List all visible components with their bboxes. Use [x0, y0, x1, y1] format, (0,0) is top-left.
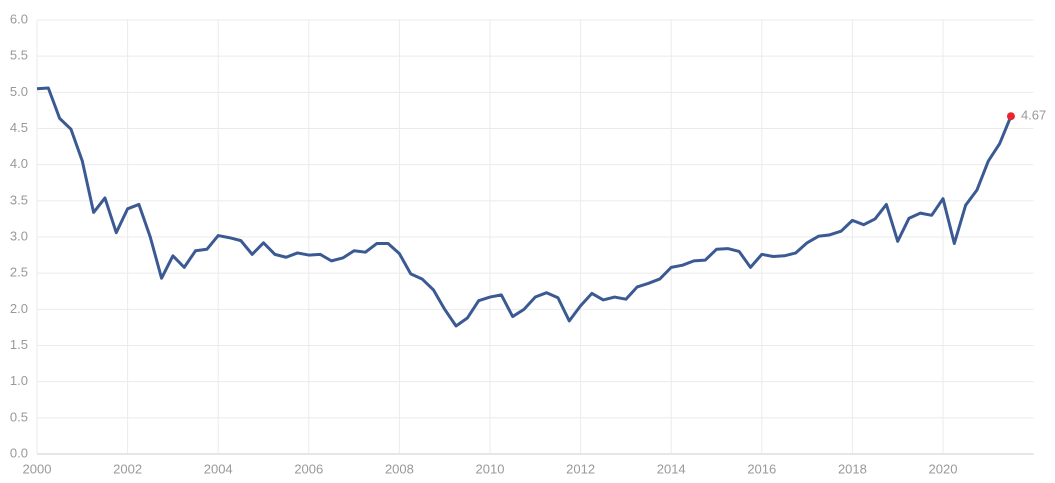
x-tick-label: 2002	[113, 461, 142, 476]
y-tick-label: 5.5	[10, 48, 28, 63]
y-tick-label: 3.5	[10, 192, 28, 207]
x-tick-label: 2020	[929, 461, 958, 476]
y-tick-label: 0.0	[10, 445, 28, 460]
x-tick-label: 2016	[747, 461, 776, 476]
y-tick-label: 2.0	[10, 301, 28, 316]
y-tick-label: 4.5	[10, 120, 28, 135]
y-tick-label: 5.0	[10, 84, 28, 99]
y-tick-label: 6.0	[10, 11, 28, 26]
x-tick-label: 2018	[838, 461, 867, 476]
y-tick-label: 1.5	[10, 337, 28, 352]
y-tick-label: 4.0	[10, 156, 28, 171]
line	[36, 86, 1013, 328]
y-tick-label: 0.5	[10, 409, 28, 424]
x-tick-label: 2000	[23, 461, 52, 476]
x-tick-label: 2004	[204, 461, 233, 476]
y-tick-label: 3.0	[10, 228, 28, 243]
y-tick-label: 2.5	[10, 265, 28, 280]
x-tick-label: 2008	[385, 461, 414, 476]
y-tick-label: 1.0	[10, 373, 28, 388]
x-tick-label: 2012	[566, 461, 595, 476]
x-tick-label: 2010	[476, 461, 505, 476]
x-tick-label: 2014	[657, 461, 686, 476]
last-value-label: 4.67	[1021, 108, 1046, 123]
last-point	[1006, 112, 1015, 121]
x-tick-label: 2006	[294, 461, 323, 476]
